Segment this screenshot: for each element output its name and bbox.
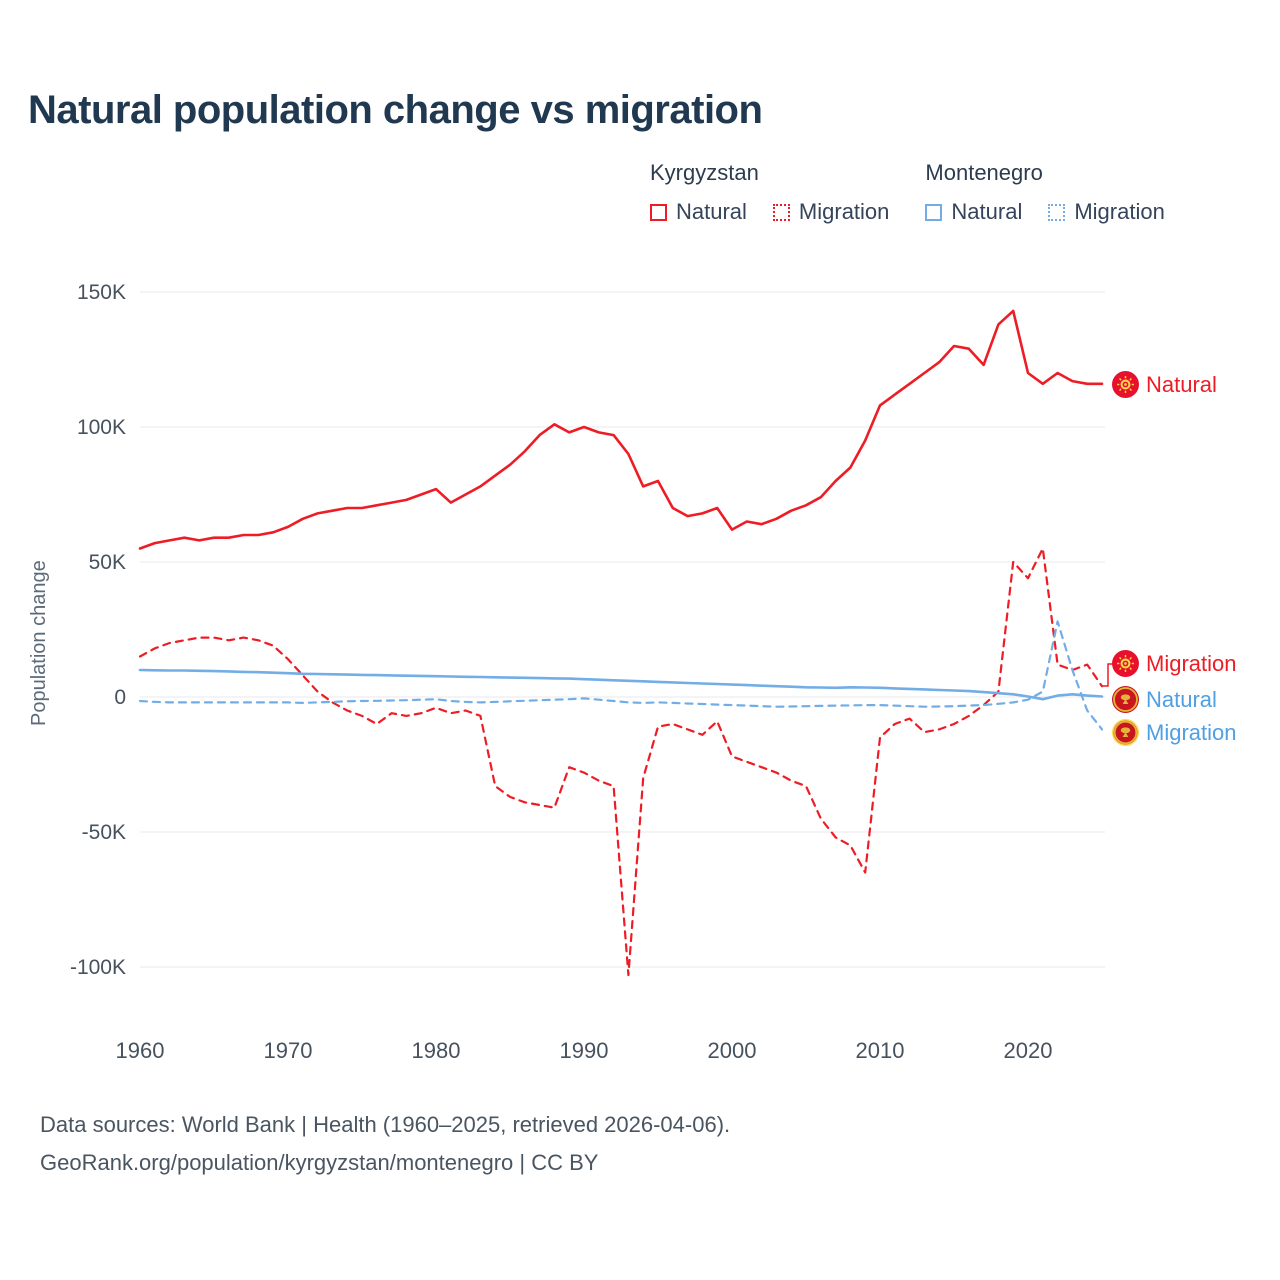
- legend-item-kyrgyzstan-natural[interactable]: Natural: [650, 199, 747, 225]
- y-axis-title: Population change: [28, 560, 50, 726]
- series-end-label-text: Migration: [1146, 650, 1237, 676]
- x-tick-label: 1980: [412, 1038, 461, 1063]
- legend-item-label: Migration: [1074, 199, 1165, 224]
- x-tick-label: 1970: [264, 1038, 313, 1063]
- solid-line-swatch-icon: [925, 203, 943, 221]
- kyrgyzstan-flag-icon: [1112, 371, 1139, 398]
- x-tick-label: 2020: [1004, 1038, 1053, 1063]
- series-end-label-text: Natural: [1146, 686, 1217, 712]
- legend-item-label: Natural: [676, 199, 747, 224]
- series-end-label-text: Natural: [1146, 371, 1217, 397]
- gridlines-group: [140, 291, 1105, 968]
- series-line-kyrgyzstan-migration: [138, 547, 1104, 977]
- legend-item-kyrgyzstan-migration[interactable]: Migration: [772, 199, 890, 225]
- series-end-label-kyrgyzstan-natural[interactable]: Natural: [1112, 371, 1217, 398]
- attribution-line: GeoRank.org/population/kyrgyzstan/monten…: [40, 1150, 599, 1175]
- series-line-montenegro-natural: [138, 668, 1104, 701]
- y-tick-labels-group: 150K 100K 50K 0 -50K -100K: [70, 281, 126, 979]
- legend-item-montenegro-natural[interactable]: Natural: [925, 199, 1022, 225]
- x-tick-label: 1990: [560, 1038, 609, 1063]
- x-tick-label: 2010: [856, 1038, 905, 1063]
- legend-item-label: Natural: [951, 199, 1023, 224]
- legend-item-montenegro-migration[interactable]: Migration: [1048, 199, 1165, 225]
- legend-item-label: Migration: [798, 199, 890, 224]
- series-lines-group: [138, 309, 1114, 977]
- solid-line-swatch-icon: [650, 203, 667, 221]
- y-tick-label: -50K: [82, 821, 126, 844]
- montenegro-flag-icon: [1112, 719, 1139, 746]
- x-tick-label: 2000: [708, 1038, 757, 1063]
- footer: Data sources: World Bank | Health (1960–…: [40, 1106, 730, 1182]
- series-line-montenegro-migration: [138, 620, 1104, 731]
- kyrgyzstan-flag-icon: [1112, 650, 1139, 677]
- legend-country-montenegro: Montenegro: [925, 160, 1043, 185]
- y-tick-label: -100K: [70, 956, 126, 979]
- legend-group-kyrgyzstan: Kyrgyzstan Natural Migration: [650, 160, 889, 225]
- page-title: Natural population change vs migration: [28, 88, 763, 132]
- x-tick-label: 1960: [116, 1038, 165, 1063]
- x-tick-labels-group: 1960 1970 1980 1990 2000 2010 2020: [116, 1038, 1053, 1063]
- y-tick-label: 150K: [77, 281, 126, 304]
- data-sources-line: Data sources: World Bank | Health (1960–…: [40, 1112, 731, 1137]
- series-end-label-montenegro-migration[interactable]: Migration: [1112, 719, 1236, 746]
- legend-group-montenegro: Montenegro Natural Migration: [925, 160, 1165, 225]
- dotted-line-swatch-icon: [1048, 203, 1066, 221]
- y-tick-label: 50K: [89, 551, 126, 574]
- series-line-kyrgyzstan-natural: [138, 309, 1104, 550]
- series-end-label-montenegro-natural[interactable]: Natural: [1112, 686, 1217, 713]
- montenegro-flag-icon: [1112, 686, 1139, 713]
- y-tick-label: 0: [114, 686, 126, 709]
- legend: Kyrgyzstan Natural Migration Montenegro …: [650, 160, 1165, 225]
- dotted-line-swatch-icon: [772, 203, 790, 221]
- series-end-label-kyrgyzstan-migration[interactable]: Migration: [1112, 650, 1236, 677]
- migration-label-connector: [1102, 663, 1114, 687]
- legend-country-kyrgyzstan: Kyrgyzstan: [650, 160, 759, 185]
- y-tick-label: 100K: [77, 416, 126, 439]
- series-end-label-text: Migration: [1146, 719, 1237, 745]
